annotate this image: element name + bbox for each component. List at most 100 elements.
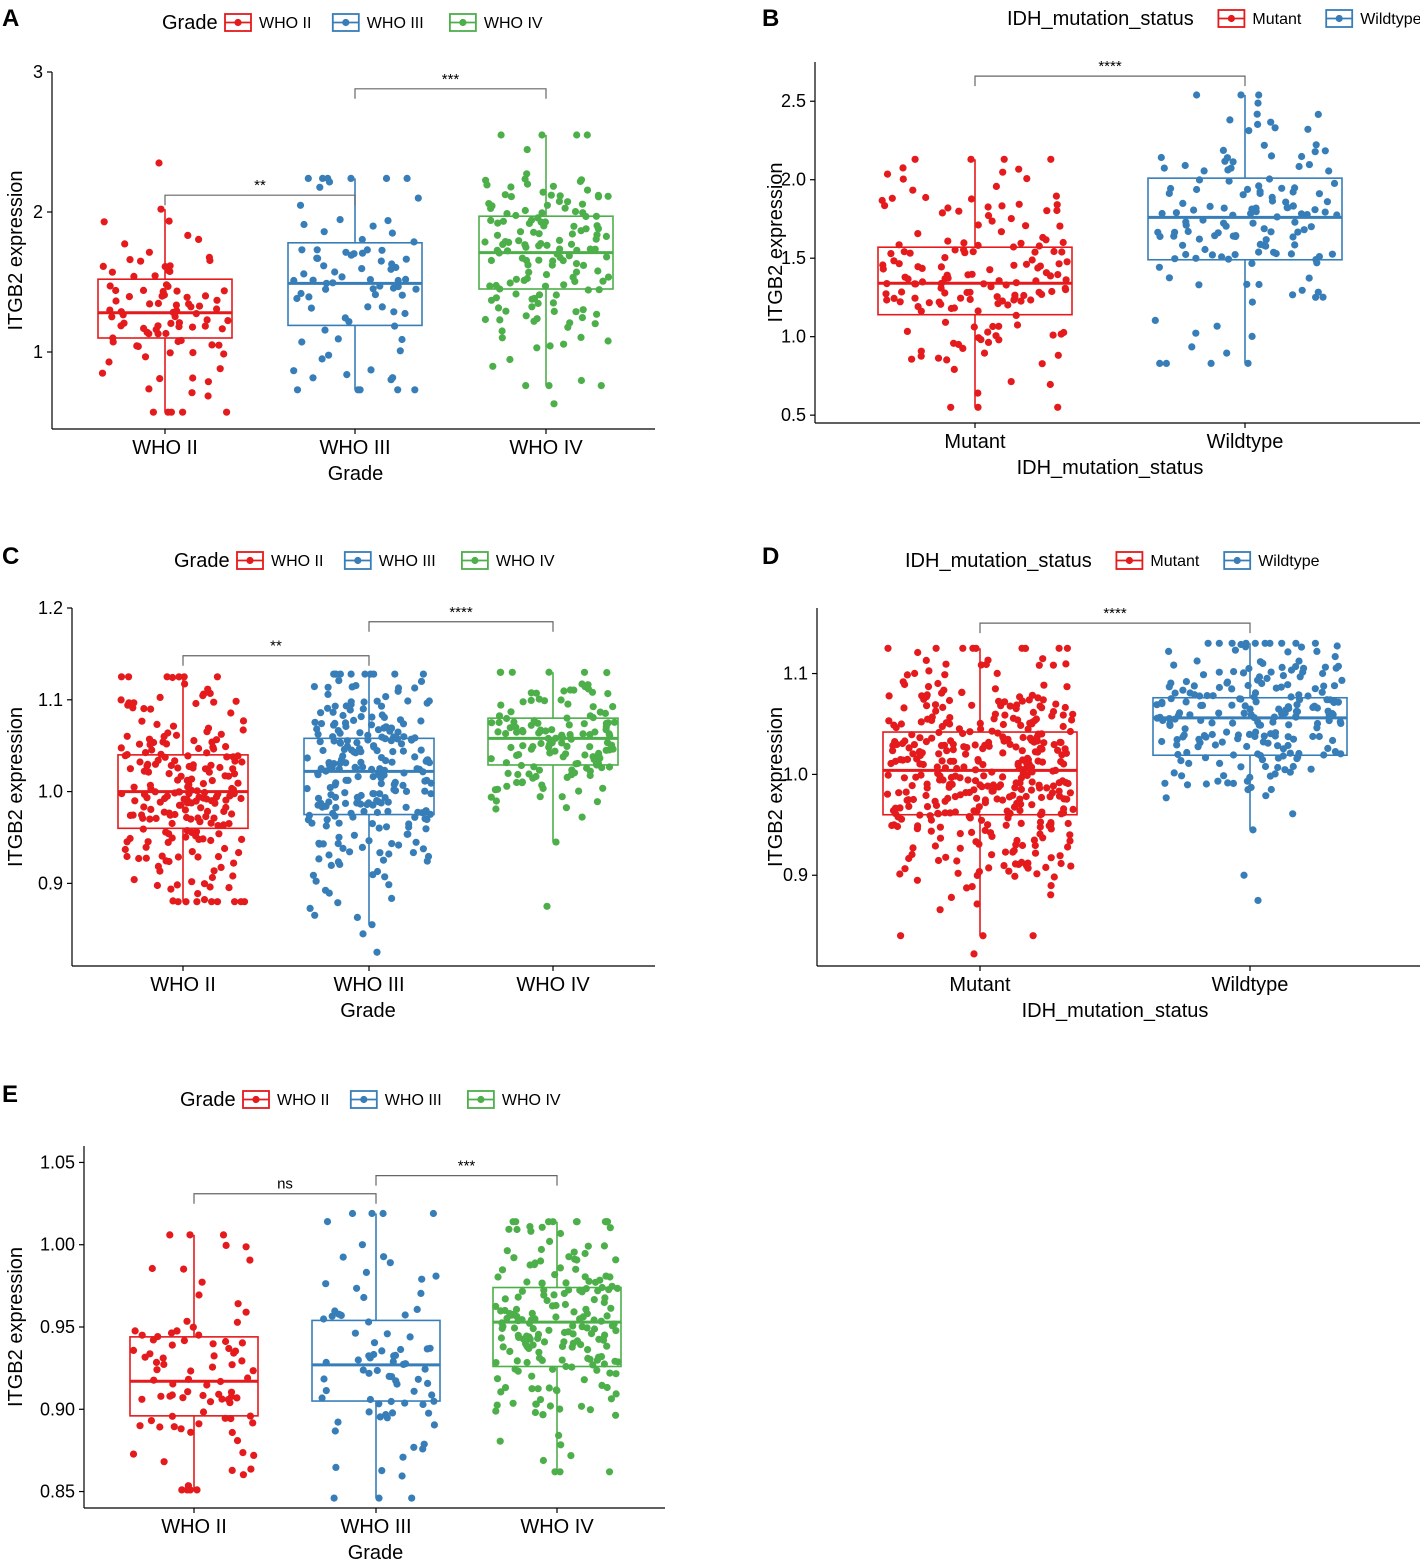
data-point: [913, 755, 921, 763]
data-point: [422, 825, 430, 833]
data-point: [388, 758, 396, 766]
data-point: [331, 793, 340, 801]
data-point: [204, 392, 212, 400]
data-point: [577, 376, 586, 385]
data-point: [914, 303, 922, 311]
data-point: [498, 327, 506, 335]
data-point: [606, 1369, 614, 1377]
data-point: [942, 660, 950, 668]
legend-entry: WHO IV: [496, 553, 555, 570]
legend-entry: Mutant: [1252, 11, 1301, 28]
data-point: [956, 830, 964, 838]
data-point: [239, 1449, 247, 1457]
data-point: [1037, 793, 1046, 802]
data-point: [1042, 269, 1050, 277]
data-point: [214, 822, 222, 830]
data-point: [1332, 664, 1340, 672]
data-point: [1271, 124, 1279, 132]
box: [97, 278, 233, 339]
data-point: [566, 319, 574, 327]
data-point: [489, 362, 497, 370]
data-point: [419, 670, 427, 678]
data-point: [389, 748, 397, 756]
data-point: [427, 779, 435, 787]
data-point: [368, 713, 376, 721]
box: [1147, 177, 1343, 261]
data-point: [519, 728, 527, 736]
data-point: [237, 794, 245, 803]
data-point: [325, 759, 333, 767]
data-point: [581, 1249, 589, 1258]
data-point: [1245, 664, 1253, 673]
data-point: [1179, 733, 1187, 741]
data-point: [1305, 161, 1313, 169]
data-point: [599, 784, 607, 792]
data-point: [238, 758, 246, 766]
data-point: [1229, 779, 1237, 788]
data-point: [541, 282, 550, 290]
y-tick-label: 2.0: [781, 170, 806, 190]
data-point: [1067, 862, 1075, 870]
data-point: [536, 793, 544, 801]
data-point: [1202, 733, 1210, 741]
data-point: [497, 131, 505, 139]
data-point: [974, 241, 982, 249]
data-point: [1069, 710, 1077, 718]
legend-entry: WHO IV: [484, 15, 543, 32]
data-point: [123, 732, 131, 740]
data-point: [409, 849, 417, 857]
data-point: [194, 890, 202, 898]
data-point: [1055, 779, 1063, 787]
data-point: [373, 867, 382, 876]
data-point: [549, 1218, 557, 1226]
data-point: [487, 793, 495, 801]
data-point: [147, 1417, 155, 1425]
data-point: [1174, 750, 1182, 759]
data-point: [1059, 722, 1067, 731]
data-point: [207, 797, 216, 805]
data-point: [932, 801, 941, 810]
data-point: [1012, 743, 1020, 751]
data-point: [214, 853, 223, 861]
data-point: [228, 1361, 236, 1369]
data-point: [201, 322, 209, 330]
data-point: [213, 673, 221, 681]
data-point: [1321, 208, 1329, 216]
data-point: [359, 1366, 367, 1374]
data-point: [1043, 207, 1051, 215]
data-point: [390, 308, 398, 316]
data-point: [608, 741, 616, 749]
data-point: [139, 825, 147, 833]
data-point: [152, 1358, 161, 1366]
data-point: [979, 761, 987, 769]
data-point: [1311, 685, 1319, 693]
data-point: [229, 765, 237, 773]
data-point: [1229, 158, 1237, 166]
data-point: [222, 796, 230, 804]
data-point: [146, 781, 154, 789]
data-point: [568, 1343, 576, 1351]
data-point: [384, 217, 392, 225]
data-point: [208, 777, 216, 785]
data-point: [926, 812, 934, 820]
legend-key: [466, 1090, 495, 1109]
legend-key-point: [1125, 556, 1133, 565]
data-point: [154, 862, 162, 871]
data-point: [204, 378, 212, 386]
data-point: [207, 819, 215, 827]
data-point: [536, 1396, 545, 1404]
data-point: [1055, 260, 1063, 268]
data-point: [1304, 125, 1312, 133]
data-point: [503, 782, 511, 790]
data-point: [1170, 769, 1178, 777]
data-point: [601, 709, 610, 718]
data-point: [1262, 792, 1270, 800]
data-point: [203, 807, 212, 816]
data-point: [1219, 146, 1227, 154]
data-point: [198, 1278, 206, 1286]
data-point: [335, 1310, 343, 1318]
data-point: [1017, 239, 1025, 247]
data-point: [884, 644, 892, 652]
outlier-point: [359, 930, 367, 938]
data-point: [106, 282, 114, 290]
